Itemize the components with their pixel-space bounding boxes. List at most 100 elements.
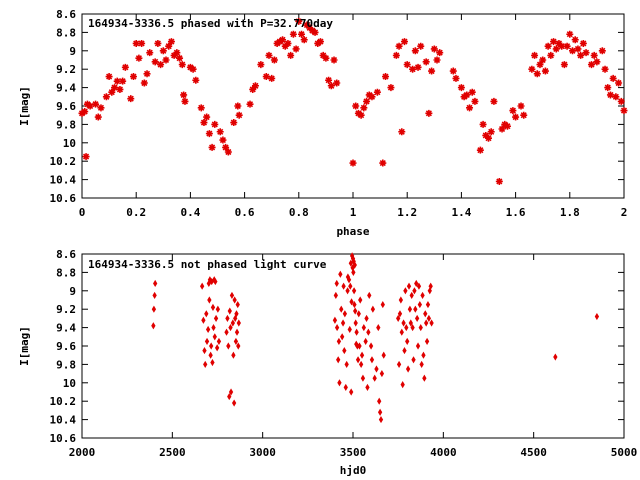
- data-point: [342, 310, 348, 318]
- data-point: [334, 279, 339, 288]
- data-point: [138, 39, 146, 47]
- y-tick-label: 8.6: [56, 248, 76, 261]
- data-point: [306, 24, 314, 32]
- data-point: [409, 291, 414, 299]
- data-point: [517, 102, 525, 110]
- data-point: [420, 291, 425, 299]
- data-point: [416, 282, 422, 290]
- data-point: [332, 316, 338, 324]
- data-point: [433, 56, 441, 64]
- data-point: [230, 119, 238, 127]
- data-point: [368, 93, 376, 101]
- data-point: [363, 337, 368, 345]
- y-tick-label: 9.6: [56, 100, 76, 113]
- data-point: [270, 56, 278, 64]
- data-point: [615, 79, 623, 87]
- data-point: [424, 337, 430, 345]
- data-point: [202, 347, 207, 355]
- data-point: [143, 70, 151, 78]
- data-point: [425, 109, 433, 117]
- data-point: [563, 42, 571, 50]
- data-point: [601, 65, 609, 73]
- data-point: [620, 107, 628, 115]
- data-point: [135, 54, 143, 62]
- data-point: [558, 42, 566, 50]
- data-point: [97, 104, 105, 112]
- data-point: [173, 49, 181, 57]
- data-point: [360, 104, 368, 112]
- data-point: [395, 42, 403, 50]
- data-point: [363, 97, 371, 105]
- data-point: [528, 65, 536, 73]
- data-point: [92, 100, 100, 108]
- data-point: [203, 360, 208, 368]
- data-point: [351, 287, 357, 295]
- data-point: [357, 342, 362, 350]
- data-point: [111, 84, 119, 92]
- chart-title: 164934-3336.5 phased with P=32.770day: [88, 17, 333, 30]
- data-point: [344, 360, 349, 368]
- data-point: [157, 61, 165, 69]
- data-point: [382, 73, 390, 81]
- data-point: [208, 143, 216, 151]
- data-point: [423, 310, 428, 318]
- y-tick-label: 10.6: [50, 192, 77, 205]
- data-point: [233, 314, 238, 322]
- x-tick-label: 2500: [159, 446, 186, 459]
- data-point: [495, 177, 503, 185]
- data-point: [334, 324, 340, 332]
- data-point: [503, 122, 511, 130]
- data-point: [609, 74, 617, 82]
- data-point: [219, 136, 227, 144]
- data-point: [154, 39, 162, 47]
- data-point: [249, 85, 257, 93]
- data-point: [541, 67, 549, 75]
- data-point: [412, 287, 417, 295]
- unphased-light-curve-chart: 8.6 8.8 9 9.2 9.4 9.6 9.8 10 10.2 10.4 10.6 2000 25…: [18, 248, 637, 477]
- data-point: [366, 328, 371, 336]
- data-point: [205, 130, 213, 138]
- data-point: [533, 70, 541, 78]
- data-point: [281, 42, 289, 50]
- data-point: [316, 38, 324, 46]
- data-point: [113, 77, 121, 85]
- data-point: [376, 324, 381, 332]
- data-point: [337, 379, 342, 387]
- data-point: [571, 36, 579, 44]
- data-point: [536, 61, 544, 69]
- data-point: [347, 325, 352, 334]
- data-point: [569, 47, 577, 55]
- data-point: [566, 30, 574, 38]
- data-point: [86, 102, 94, 110]
- data-point: [354, 328, 359, 336]
- data-point: [170, 51, 178, 59]
- data-point: [345, 287, 350, 295]
- data-point: [418, 324, 423, 332]
- data-point: [189, 65, 197, 73]
- y-axis-label: I[mag]: [18, 86, 31, 126]
- data-point: [319, 51, 327, 59]
- data-point: [414, 63, 422, 71]
- data-point: [232, 296, 237, 304]
- data-point: [132, 39, 140, 47]
- x-tick-label: 0: [79, 206, 86, 219]
- y-tick-label: 10.4: [50, 174, 77, 187]
- data-point: [370, 305, 376, 313]
- data-point: [428, 67, 436, 75]
- data-point: [146, 49, 154, 57]
- data-point: [577, 51, 585, 59]
- data-point: [210, 358, 215, 367]
- y-tick-label: 9.6: [56, 340, 76, 353]
- x-tick-label: 0.6: [235, 206, 255, 219]
- data-point: [140, 79, 148, 87]
- y-tick-label: 10.4: [50, 414, 77, 427]
- data-point: [178, 61, 186, 69]
- data-point: [358, 360, 364, 368]
- y-tick-label: 10.2: [50, 155, 77, 168]
- data-point: [151, 58, 159, 66]
- data-point: [210, 303, 216, 311]
- data-point: [399, 328, 404, 336]
- data-point: [251, 82, 259, 90]
- data-point: [509, 107, 517, 115]
- data-point: [377, 397, 382, 405]
